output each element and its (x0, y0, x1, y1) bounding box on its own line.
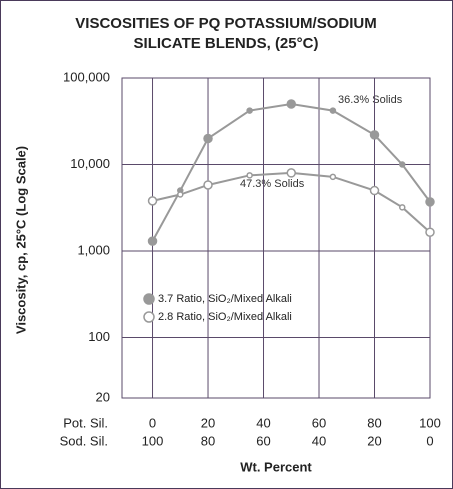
y-tick-label: 20 (96, 389, 110, 404)
legend-marker (143, 311, 155, 323)
data-point (246, 107, 253, 114)
row-label: Sod. Sil. (60, 433, 108, 448)
annotation: 36.3% Solids (338, 94, 403, 106)
legend-label: 3.7 Ratio, SiO₂/Mixed Alkali (158, 293, 292, 305)
data-point (329, 173, 337, 181)
data-point (203, 180, 213, 190)
x-tick-label: 100 (419, 415, 441, 430)
x-tick-label: 60 (312, 415, 326, 430)
x-tick-label: 40 (256, 415, 270, 430)
data-point (286, 99, 297, 109)
data-point (177, 191, 184, 198)
row-label: Pot. Sil. (63, 415, 108, 430)
plot-frame (121, 77, 431, 399)
annotation: 47.3% Solids (240, 178, 305, 190)
data-point (399, 161, 406, 168)
x-tick-label: 100 (142, 433, 164, 448)
chart-title: VISCOSITIES OF PQ POTASSIUM/SODIUM (75, 15, 376, 32)
x-tick-label: 0 (149, 415, 156, 430)
data-point (246, 172, 253, 179)
legend-label: 2.8 Ratio, SiO₂/Mixed Alkali (158, 311, 292, 323)
y-tick-label: 100,000 (63, 69, 110, 84)
y-axis-label: Viscosity, cp, 25°C (Log Scale) (13, 146, 28, 334)
chart-title: SILICATE BLENDS, (25°C) (134, 35, 319, 52)
data-point (329, 107, 337, 114)
data-point (147, 196, 158, 206)
data-point (203, 133, 213, 144)
data-point (369, 185, 380, 196)
x-tick-label: 40 (312, 433, 326, 448)
x-tick-label: 80 (201, 433, 215, 448)
y-tick-label: 10,000 (70, 156, 110, 171)
x-axis-label: Wt. Percent (240, 459, 312, 474)
legend-marker (143, 293, 155, 305)
y-tick-label: 100 (88, 329, 110, 344)
x-tick-label: 0 (426, 433, 433, 448)
x-tick-label: 80 (367, 415, 381, 430)
x-tick-label: 60 (256, 433, 270, 448)
x-tick-label: 20 (201, 415, 215, 430)
data-point (399, 204, 406, 211)
data-point (425, 197, 435, 207)
x-tick-label: 20 (367, 433, 381, 448)
data-point (286, 168, 297, 178)
data-point (425, 227, 435, 237)
y-tick-label: 1,000 (77, 242, 110, 257)
data-point (369, 130, 380, 140)
data-point (147, 236, 158, 246)
